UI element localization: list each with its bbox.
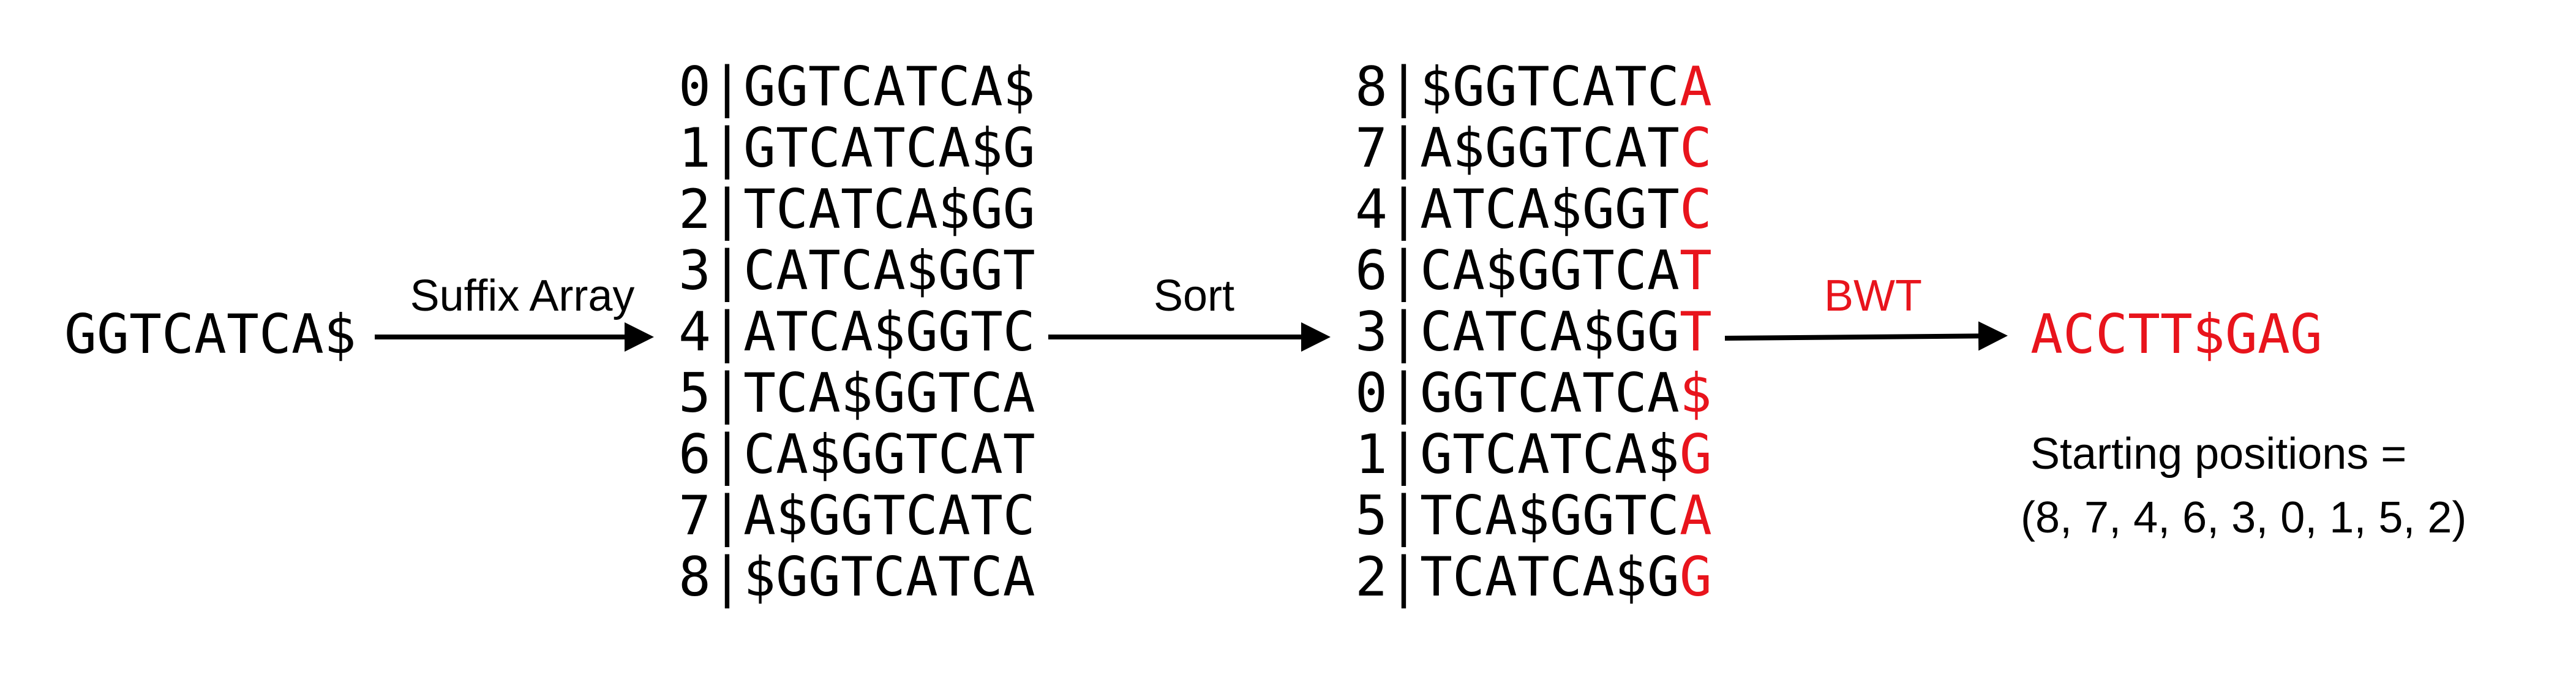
rotation-row: 3|CATCA$GGT [678,239,1035,303]
row-prefix: 2|TCATCA$G [1355,545,1680,609]
row-last-char: T [1680,300,1712,363]
rotations: 0|GGTCATCA$1|GTCATCA$G2|TCATCA$GG3|CATCA… [678,55,1035,609]
step-label: Suffix Array [410,271,635,320]
sorted-row: 0|GGTCATCA$ [1355,361,1712,425]
step-label: Sort [1154,271,1234,320]
row-last-char: G [1680,545,1712,608]
sorted-row: 5|TCA$GGTCA [1355,484,1712,548]
rotation-row: 8|$GGTCATCA [678,545,1035,609]
row-last-char: C [1680,178,1712,241]
rotation-row: 7|A$GGTCATC [678,484,1035,548]
row-last-char: C [1680,116,1712,180]
row-prefix: 6|CA$GGTCA [1355,239,1680,303]
row-last-char: G [1680,423,1712,486]
rotation-row: 5|TCA$GGTCA [678,361,1035,425]
row-last-char: A [1680,484,1712,547]
row-last-char: T [1680,239,1712,302]
sorted-row: 7|A$GGTCATC [1355,116,1712,180]
rotation-row: 2|TCATCA$GG [678,178,1035,241]
row-prefix: 3|CATCA$GG [1355,300,1680,364]
row-last-char: $ [1680,361,1712,425]
sorted-row: 6|CA$GGTCAT [1355,239,1712,303]
row-last-char: A [1680,55,1712,118]
row-prefix: 4|ATCA$GGT [1355,178,1680,241]
bwt-output: ACCTT$GAG [2030,303,2323,366]
positions-text: (8, 7, 4, 6, 3, 0, 1, 5, 2) [2021,493,2466,542]
sorted-row: 4|ATCA$GGTC [1355,178,1712,241]
sorted-rotations: 8|$GGTCATCA7|A$GGTCATC4|ATCA$GGTC6|CA$GG… [1355,55,1712,609]
sorted-row: 3|CATCA$GGT [1355,300,1712,364]
row-prefix: 1|GTCATCA$ [1355,423,1680,486]
rotation-row: 6|CA$GGTCAT [678,423,1035,486]
row-prefix: 7|A$GGTCAT [1355,116,1680,180]
step-label: BWT [1824,271,1922,320]
sorted-row: 1|GTCATCA$G [1355,423,1712,486]
positions-text: Starting positions = [2030,430,2406,479]
input-string: GGTCATCA$ [64,303,356,366]
row-prefix: 8|$GGTCATC [1355,55,1680,119]
rotation-row: 4|ATCA$GGTC [678,300,1035,364]
sorted-row: 2|TCATCA$GG [1355,545,1712,609]
rotation-row: 1|GTCATCA$G [678,116,1035,180]
row-prefix: 0|GGTCATCA [1355,361,1680,425]
sorted-row: 8|$GGTCATCA [1355,55,1712,119]
arrow [1724,321,2008,351]
rotation-row: 0|GGTCATCA$ [678,55,1035,119]
row-prefix: 5|TCA$GGTC [1355,484,1680,548]
